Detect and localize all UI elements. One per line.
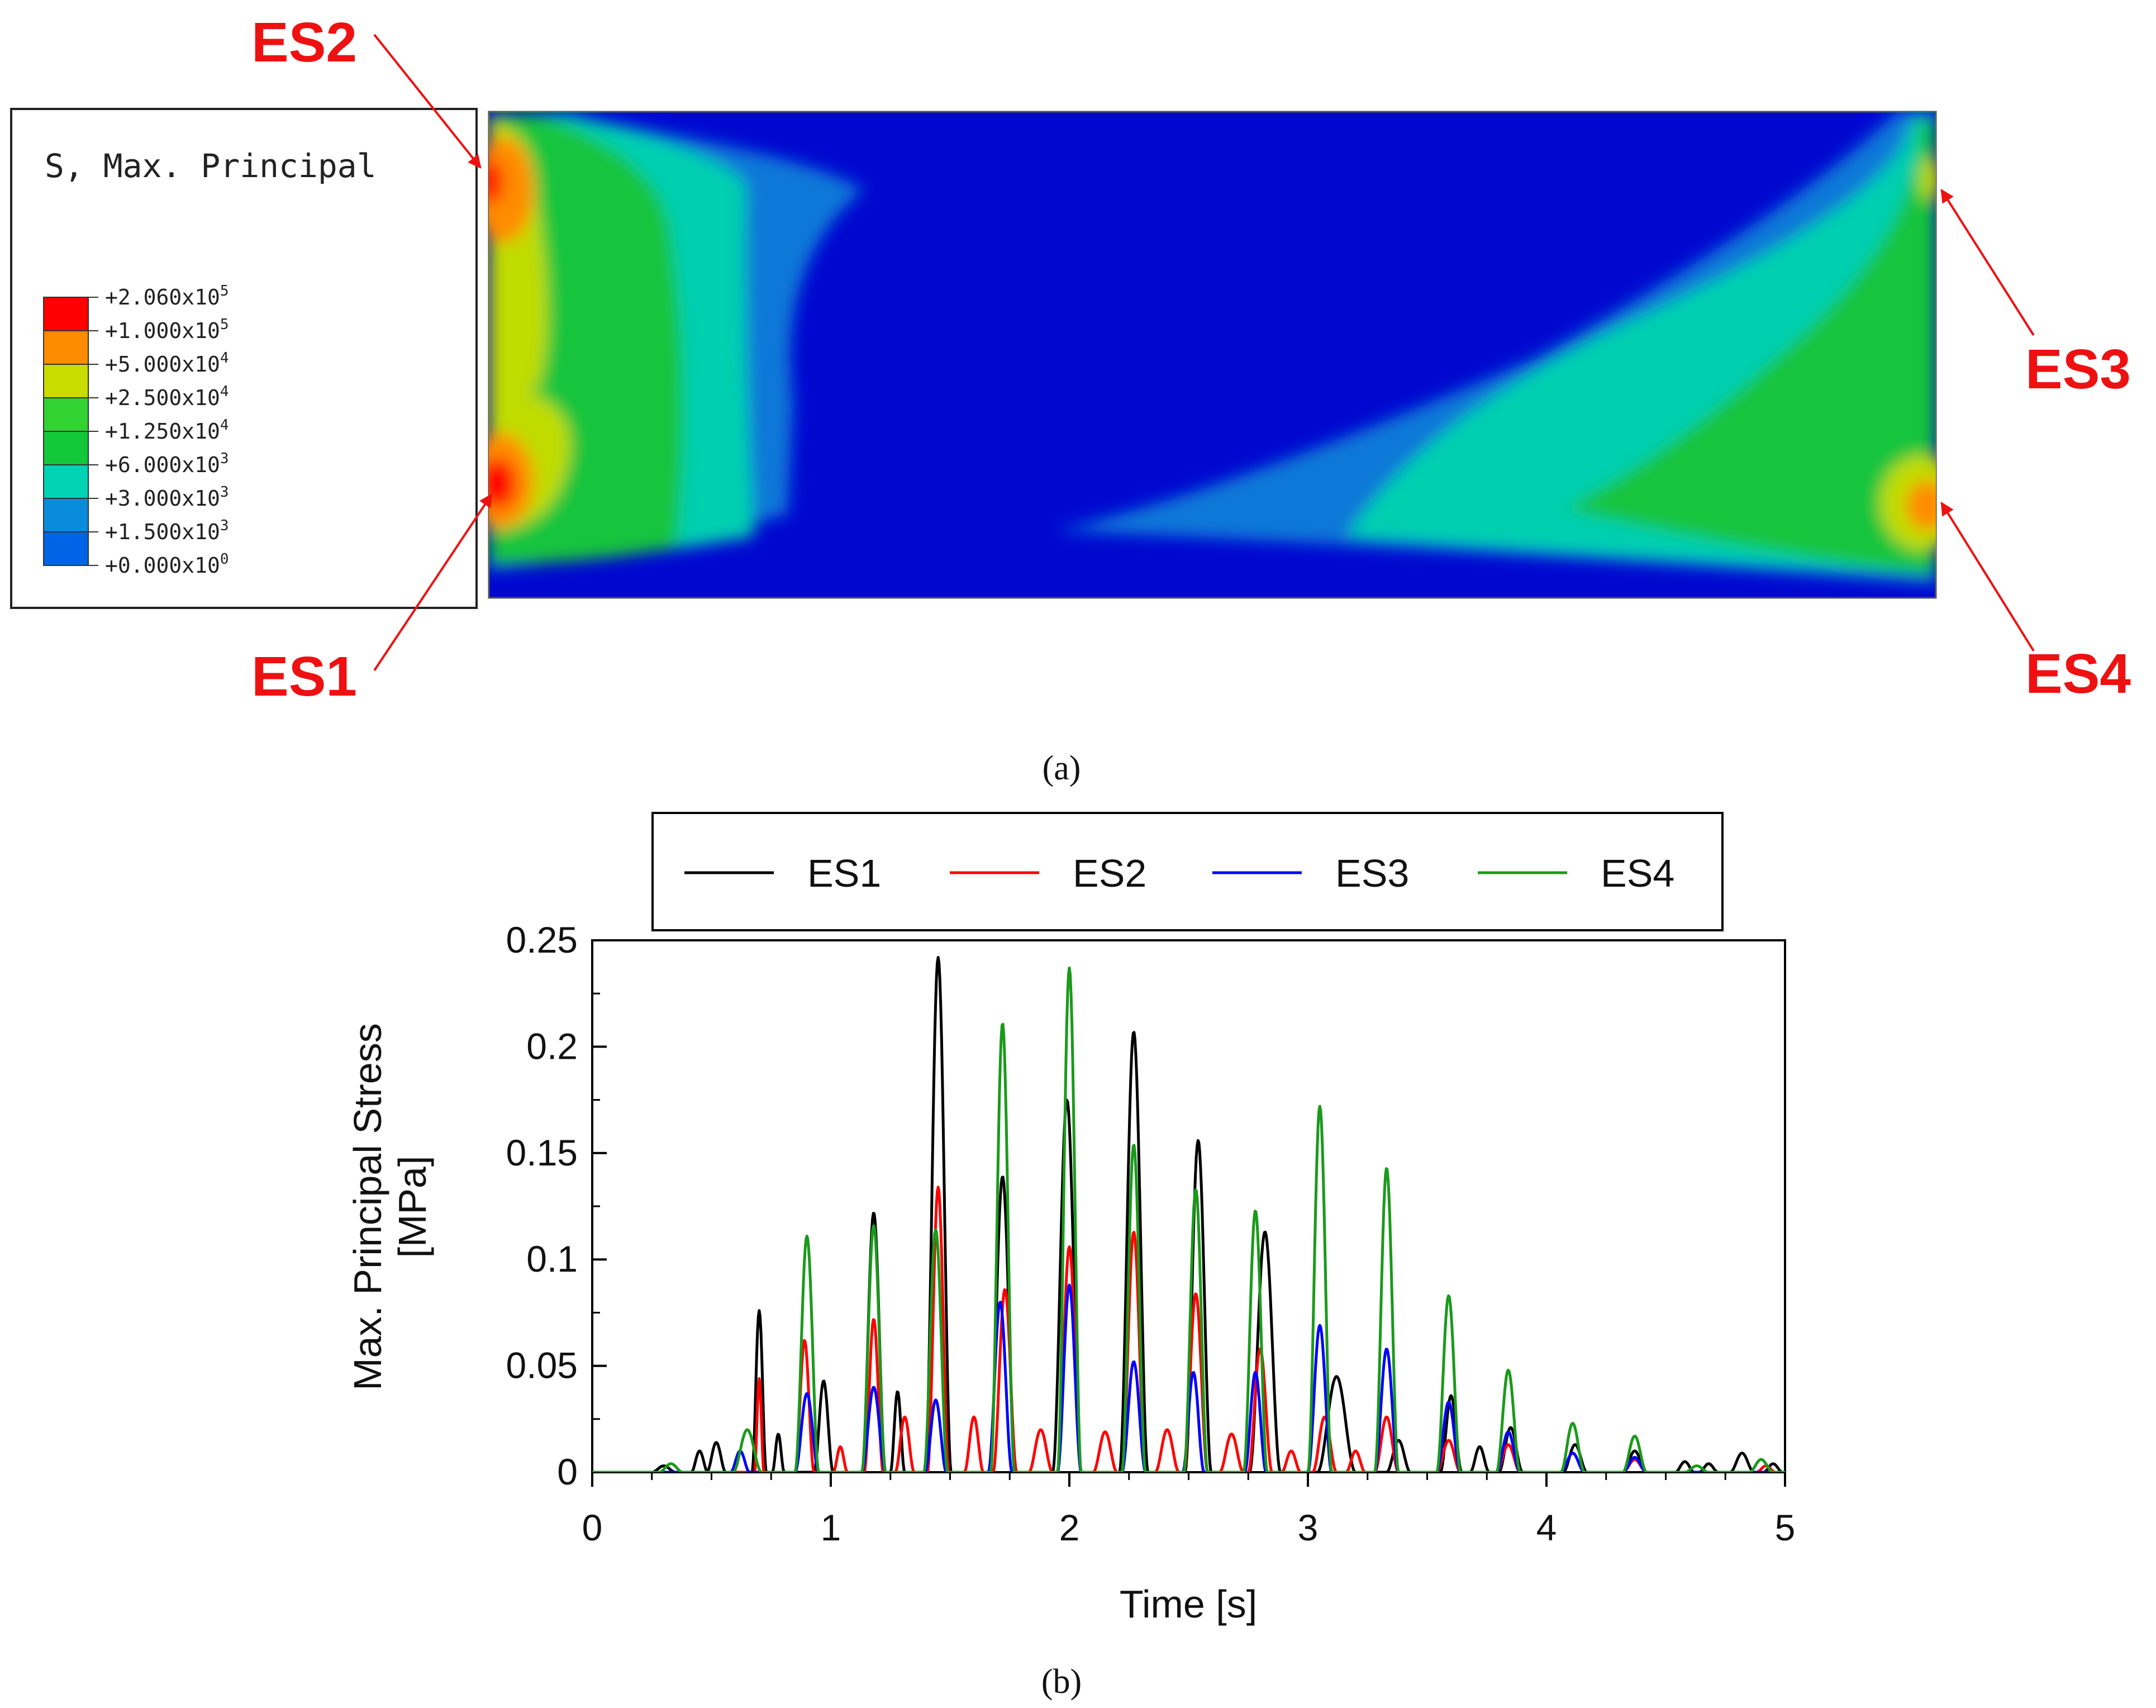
legend-band-3 (43, 364, 89, 398)
y-tick-label: 0.1 (526, 1238, 578, 1279)
x-tick-label: 5 (1775, 1507, 1796, 1548)
series-line-es4 (592, 967, 1785, 1472)
stress-contour-plot (488, 111, 1937, 599)
y-axis-label-line2: [MPa] (391, 1156, 434, 1258)
y-tick-label: 0.15 (506, 1132, 578, 1173)
callout-arrow-es2 (373, 34, 482, 169)
caption-b: (b) (1041, 1663, 1082, 1701)
legend-label-es2: ES2 (1073, 851, 1146, 895)
legend-band-4 (43, 397, 89, 432)
contour-legend: S, Max. Principal +2.060x105 +1.000x105 +5… (10, 108, 478, 609)
x-tick-label: 3 (1298, 1507, 1319, 1548)
legend-value-labels: +2.060x105 +1.000x105 +5.000x104 +2.500x104… (105, 283, 229, 578)
callout-label-es1: ES1 (251, 645, 357, 708)
legend-value-label: +1.000x105 (105, 316, 229, 343)
legend-band-8 (43, 531, 89, 566)
stress-time-chart: ES1 ES2 ES3 ES4 0 0.05 0.1 0.15 0.2 0.25 0 1 2 3 4 5 T… (346, 812, 1796, 1626)
axis-ticks: 0 0.05 0.1 0.15 0.2 0.25 0 1 2 3 4 5 (506, 919, 1796, 1548)
y-tick-label: 0.2 (526, 1025, 578, 1067)
callout-label-es3: ES3 (2025, 338, 2131, 401)
x-tick-label: 1 (821, 1507, 841, 1548)
y-axis-label-line1: Max. Principal Stress (346, 1023, 389, 1390)
caption-a: (a) (1043, 749, 1081, 787)
legend-band-6 (43, 464, 89, 499)
legend-band-1 (43, 297, 89, 331)
callout-label-es2: ES2 (251, 11, 357, 74)
contour-zone-es3-50000 (1920, 156, 1936, 201)
callouts: ES2 ES1 ES3 ES4 (251, 11, 2131, 708)
callout-arrow-es1 (373, 493, 493, 672)
legend-value-label: +1.250x104 (105, 417, 229, 444)
contour-zone-es1-peak (489, 458, 516, 508)
y-tick-label: 0 (557, 1451, 578, 1492)
contour-zone-es2-peak (489, 159, 503, 204)
legend-value-label: +0.000x100 (105, 551, 229, 578)
legend-value-label: +3.000x103 (105, 484, 229, 511)
legend-value-label: +2.060x105 (105, 283, 229, 310)
contour-zone-es2-100000 (489, 137, 534, 243)
legend-band-7 (43, 498, 89, 532)
legend-label-es1: ES1 (807, 851, 881, 895)
legend-value-label: +5.000x104 (105, 350, 229, 377)
legend-label-es4: ES4 (1601, 851, 1674, 895)
legend-band-5 (43, 431, 89, 465)
x-tick-label: 0 (582, 1507, 603, 1548)
y-tick-label: 0.25 (506, 919, 578, 960)
callout-label-es4: ES4 (2025, 643, 2131, 705)
x-tick-label: 2 (1059, 1507, 1080, 1548)
legend-title: S, Max. Principal (45, 147, 377, 185)
legend-value-label: +6.000x103 (105, 450, 229, 477)
legend-value-label: +2.500x104 (105, 383, 229, 410)
contour-zone-right-12500 (1564, 120, 1936, 575)
legend-color-bands (43, 297, 98, 566)
y-tick-label: 0.05 (506, 1345, 578, 1386)
x-axis-label: Time [s] (1120, 1582, 1257, 1626)
legend-value-label: +1.500x103 (105, 517, 229, 544)
x-tick-label: 4 (1536, 1507, 1557, 1548)
legend-label-es3: ES3 (1335, 851, 1409, 895)
callout-arrow-es3 (1940, 188, 2035, 336)
series-lines (592, 956, 1785, 1472)
chart-legend: ES1 ES2 ES3 ES4 (684, 851, 1674, 895)
legend-band-2 (43, 330, 89, 365)
contour-zone-es4-100000 (1906, 480, 1936, 531)
callout-arrow-es4 (1940, 501, 2035, 652)
